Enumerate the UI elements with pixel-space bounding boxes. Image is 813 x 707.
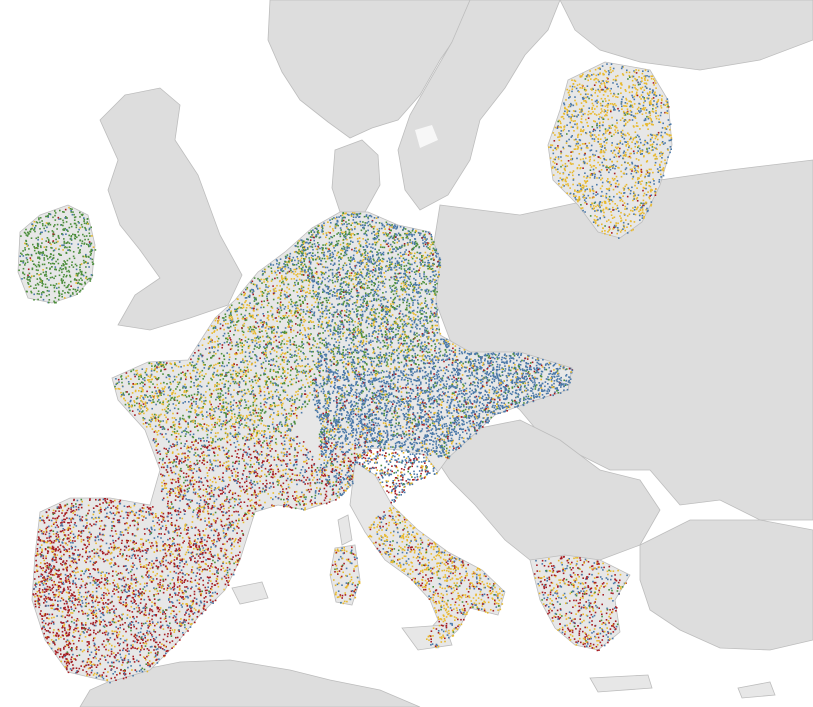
land-sweden (397, 0, 561, 211)
dots-islands (330, 546, 361, 605)
land-balearic (231, 581, 269, 605)
lake-vanern (415, 125, 438, 148)
land-turkey (639, 519, 813, 651)
dots-ireland (18, 206, 97, 304)
land-denmark (331, 139, 381, 213)
land-corsica (337, 514, 353, 546)
land-cyprus (737, 681, 776, 699)
observation-dots (18, 63, 673, 684)
dots-france-south (152, 430, 333, 540)
land-great-britain (99, 87, 243, 331)
dots-france-north (114, 268, 321, 442)
dots-italy-south (367, 507, 505, 649)
dots-germany (261, 212, 442, 374)
dots-italy-north (318, 431, 438, 504)
land-crete (589, 674, 653, 693)
land-finland (559, 0, 813, 71)
background-land (79, 0, 813, 707)
dots-portugal (32, 503, 75, 674)
dots-latvia (548, 63, 673, 239)
dots-iberia (70, 498, 242, 684)
dots-austria (312, 338, 574, 460)
dots-greece (533, 555, 628, 652)
